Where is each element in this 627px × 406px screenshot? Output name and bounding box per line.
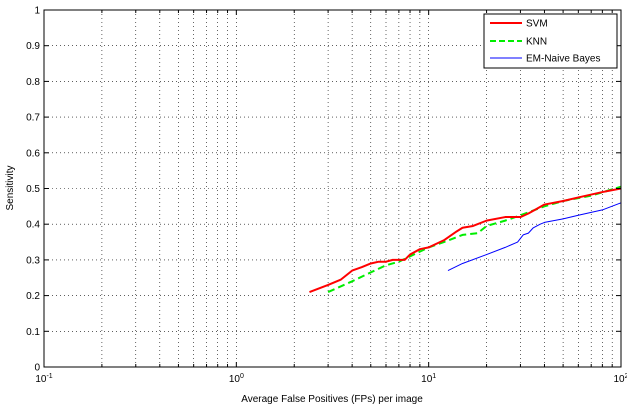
series-line-knn [327,185,622,293]
x-tick-label-exponent: 0 [240,373,244,380]
x-tick-label-exponent: -1 [46,373,52,380]
x-tick-label-base: 10 [421,374,433,385]
y-tick-label: 0.1 [26,327,40,338]
y-tick-label: 0.3 [26,255,40,266]
y-tick-label: 0.4 [26,220,40,231]
legend-label-svm: SVM [526,19,548,30]
grid [44,10,621,367]
x-tick-label-base: 10 [613,374,625,385]
x-axis-label: Average False Positives (FPs) per image [241,394,423,405]
legend-label-em-naive-bayes: EM-Naive Bayes [526,54,600,65]
y-tick-label: 0.8 [26,77,40,88]
y-axis-label: Sensitivity [5,165,16,210]
x-tick-label-exponent: 2 [625,373,627,380]
x-tick-label: 101 [421,373,436,385]
y-tick-label: 0.9 [26,41,40,52]
x-tick-labels: 10-1 100 101 102 [35,373,627,385]
y-tick-label: 0.5 [26,184,40,195]
series-line-svm [309,187,622,293]
y-tick-label: 0 [34,363,40,374]
y-tick-label: 0.2 [26,291,40,302]
x-tick-label: 10-1 [35,373,52,385]
series-layer [309,185,622,293]
x-tick-label-base: 10 [35,374,47,385]
x-tick-label: 102 [613,373,627,385]
axis-ticks [43,9,621,368]
legend: SVM KNN EM-Naive Bayes [483,13,618,69]
x-tick-label-exponent: 1 [432,373,436,380]
y-tick-label: 0.7 [26,113,40,124]
x-tick-label-base: 10 [229,374,241,385]
y-tick-label: 1 [34,6,40,17]
x-tick-label: 100 [229,373,244,385]
y-tick-label: 0.6 [26,148,40,159]
series-line-em-naive-bayes [447,202,622,272]
legend-label-knn: KNN [526,37,547,48]
y-tick-labels: 0 0.1 0.2 0.3 0.4 0.5 0.6 0.7 0.8 0.9 1 [26,6,40,374]
